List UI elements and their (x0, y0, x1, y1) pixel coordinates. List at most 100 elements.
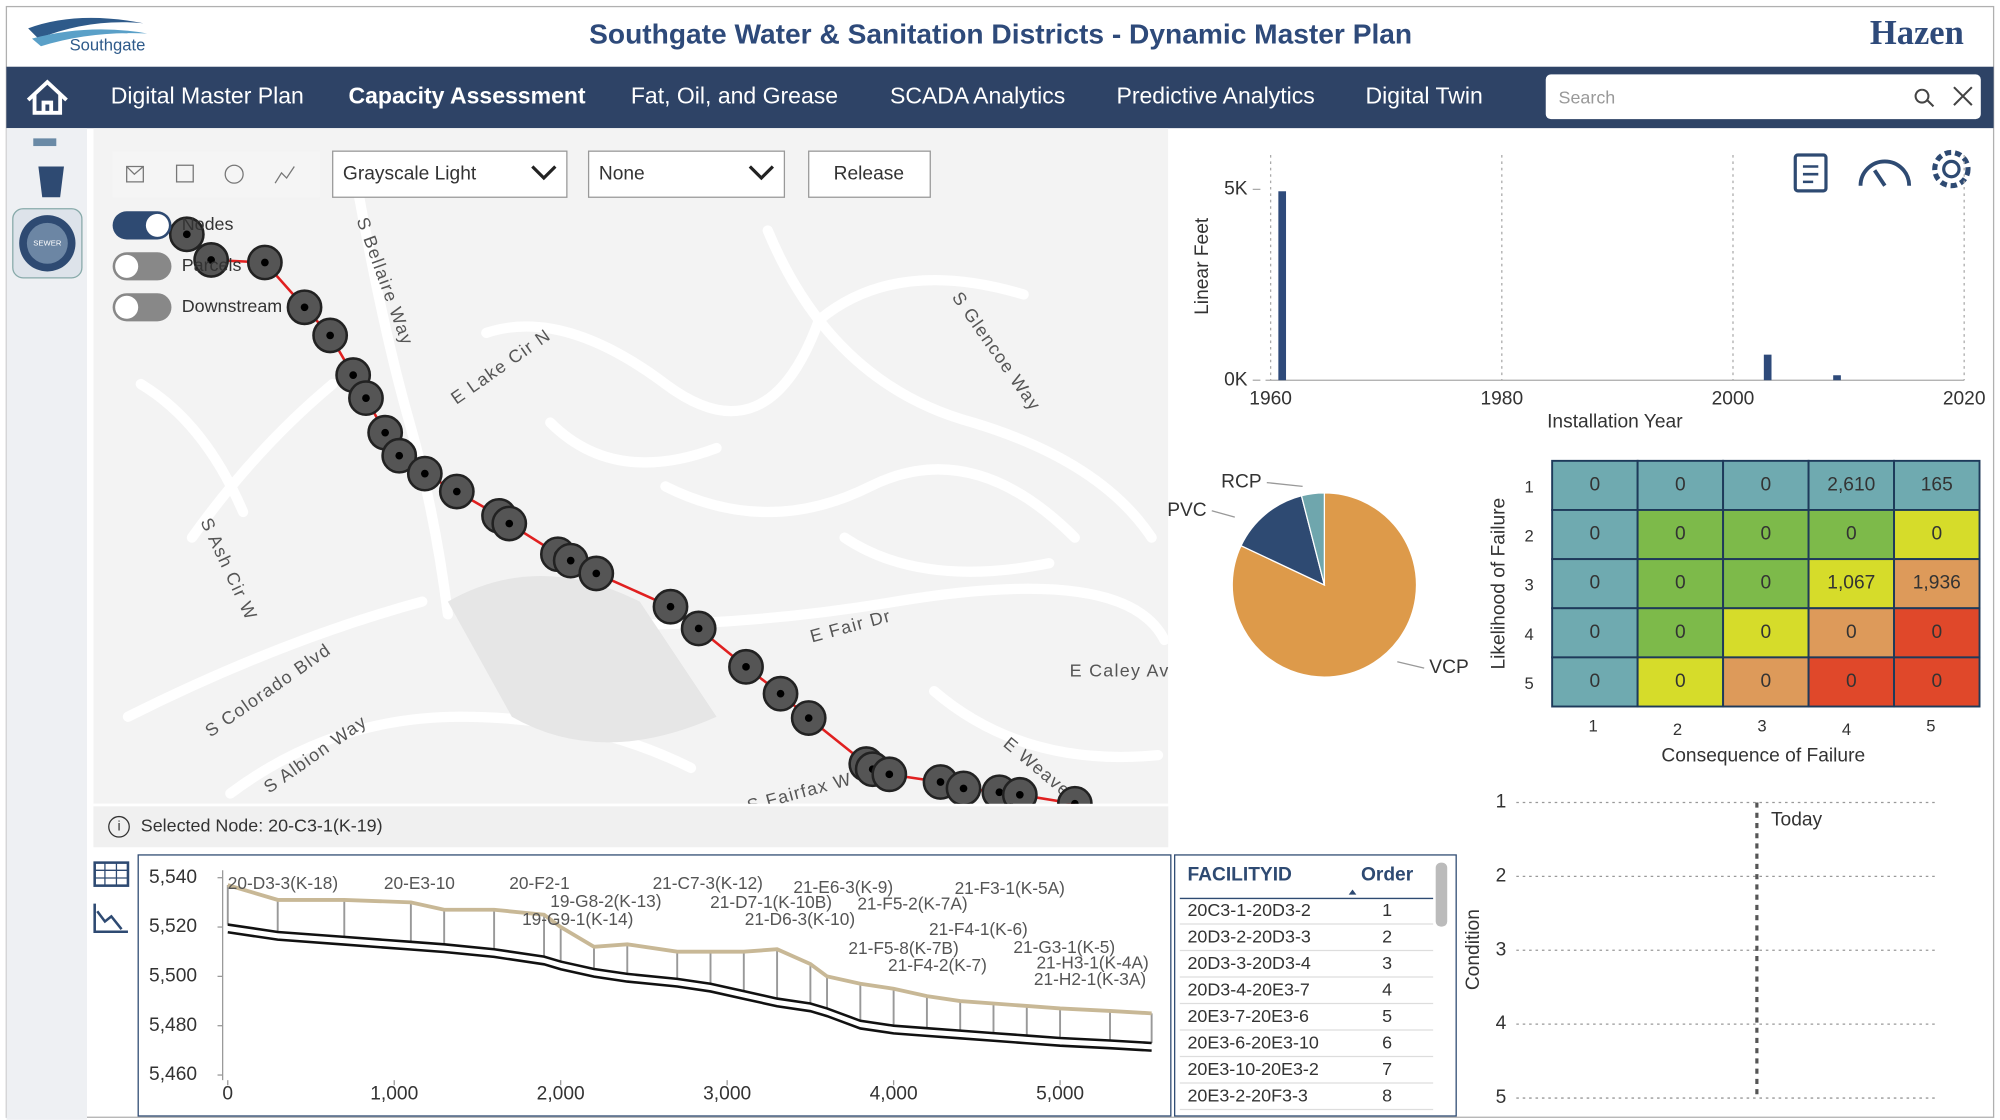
cell: 20D3-3-20D3-4 (1187, 953, 1310, 973)
basemap-dropdown[interactable] (332, 150, 568, 198)
column-label: 3 (1757, 716, 1766, 735)
home-icon[interactable] (26, 79, 68, 115)
node-center (505, 519, 514, 528)
nav-item[interactable]: Predictive Analytics (1116, 83, 1314, 109)
y-tick-label: 2 (1496, 865, 1507, 886)
pie-slice (1231, 492, 1418, 678)
toggle-label: Nodes (182, 214, 234, 234)
cell-label: 0 (1760, 524, 1771, 545)
row-label: 1 (1524, 477, 1533, 496)
node[interactable] (1056, 785, 1093, 820)
x-tick-label: 5,000 (1036, 1083, 1084, 1104)
draw-polygon[interactable] (126, 165, 144, 183)
cell-label: 1,067 (1827, 573, 1875, 594)
profile-tools (93, 861, 130, 934)
nav-item[interactable]: Fat, Oil, and Grease (631, 83, 838, 109)
column-label: 4 (1842, 720, 1851, 739)
node-label: 21-E6-3(K-9) (793, 877, 893, 897)
node-center (1071, 799, 1079, 804)
chart-view[interactable] (93, 903, 128, 934)
draw-rect[interactable] (175, 164, 194, 183)
matrix-cell (1722, 558, 1810, 610)
row-label: 3 (1524, 576, 1533, 595)
node-label: 21-F5-8(K-7B) (848, 938, 958, 958)
cell: 3 (1382, 953, 1392, 973)
nav-item[interactable]: Digital Master Plan (111, 83, 304, 109)
leader (1266, 481, 1303, 488)
cell-label: 0 (1590, 474, 1601, 495)
nav-item[interactable]: Digital Twin (1366, 83, 1483, 109)
today-label: Today (1771, 809, 1823, 830)
x-tick-label: 3,000 (703, 1083, 751, 1104)
matrix-cell (1636, 607, 1725, 659)
cell-label: 0 (1760, 573, 1771, 594)
node-center (452, 487, 461, 496)
node-center (300, 303, 309, 312)
bar (1833, 375, 1841, 381)
release-button[interactable] (808, 150, 931, 198)
matrix-cell (1893, 459, 1981, 511)
x-tick-label: 1,000 (370, 1083, 418, 1104)
node-center (207, 256, 215, 264)
settings-icon[interactable] (1932, 149, 1971, 189)
column-label: 2 (1673, 720, 1682, 739)
water-icon[interactable] (33, 138, 64, 198)
node-label: 20-E3-10 (384, 873, 455, 893)
node-label: 21-H3-1(K-4A) (1036, 952, 1148, 972)
x-tick-label: 2020 (1943, 388, 1986, 409)
y-tick-label: 1 (1496, 792, 1507, 813)
matrix-cell (1722, 509, 1810, 561)
node-center (885, 770, 894, 779)
node-center (395, 451, 404, 460)
toggle-label: Downstream (182, 296, 283, 316)
cell: 20E3-6-20E3-10 (1187, 1032, 1318, 1052)
node-center (742, 663, 750, 671)
node-label: 20-D3-3(K-18) (228, 873, 338, 893)
svg-text:SEWER: SEWER (33, 238, 62, 247)
filter-dropdown[interactable] (587, 150, 786, 198)
node-label: 19-G9-1(K-14) (522, 909, 633, 929)
x-axis-label: Installation Year (1547, 412, 1683, 433)
cell-label: 0 (1846, 524, 1857, 545)
cell: 2 (1382, 926, 1392, 946)
info-bar (93, 806, 1169, 848)
search-icons[interactable] (1914, 86, 1973, 108)
tool-icons (1793, 149, 1971, 193)
nav-item[interactable]: SCADA Analytics (890, 83, 1065, 109)
column-header[interactable]: Order (1361, 864, 1414, 885)
node-center (182, 230, 191, 239)
search-box[interactable] (1545, 74, 1981, 120)
nav-item[interactable]: Capacity Assessment (349, 83, 586, 109)
chevron (748, 165, 775, 181)
selected-node: Selected Node: 20-C3-1(K-19) (141, 816, 383, 836)
node-center (261, 258, 269, 267)
info-icon (108, 815, 130, 838)
cell-label: 0 (1846, 622, 1857, 643)
gauge-icon[interactable] (1858, 159, 1912, 187)
row-label: 4 (1524, 625, 1533, 644)
y-tick-label: 4 (1496, 1013, 1507, 1034)
x-tick-label: 2,000 (537, 1083, 585, 1104)
column-label: 5 (1926, 716, 1935, 735)
y-tick-label: 0K (1224, 369, 1248, 390)
pie-slice (1240, 494, 1326, 587)
draw-circle[interactable] (224, 164, 244, 184)
sewer-icon[interactable]: SEWER (12, 208, 83, 279)
x-tick-label: 1980 (1480, 388, 1523, 409)
node-label: 20-F2-1 (509, 873, 569, 893)
node-center (804, 714, 813, 722)
row-label: 5 (1524, 674, 1533, 693)
report-icon[interactable] (1793, 153, 1828, 193)
cell-label: 0 (1675, 573, 1686, 594)
y-tick-label: 3 (1496, 939, 1507, 960)
nav: Digital Master Plan Capacity Assessment Fa… (111, 83, 1483, 109)
matrix-cell (1722, 656, 1810, 708)
scrollbar[interactable] (1435, 862, 1448, 927)
cell-label: 0 (1931, 622, 1942, 643)
node-label: 21-H2-1(K-3A) (1034, 969, 1146, 989)
table-view[interactable] (93, 861, 130, 887)
toggle-label: Parcels (182, 255, 242, 275)
toggle-knob (145, 213, 169, 237)
draw-line[interactable] (274, 166, 295, 184)
